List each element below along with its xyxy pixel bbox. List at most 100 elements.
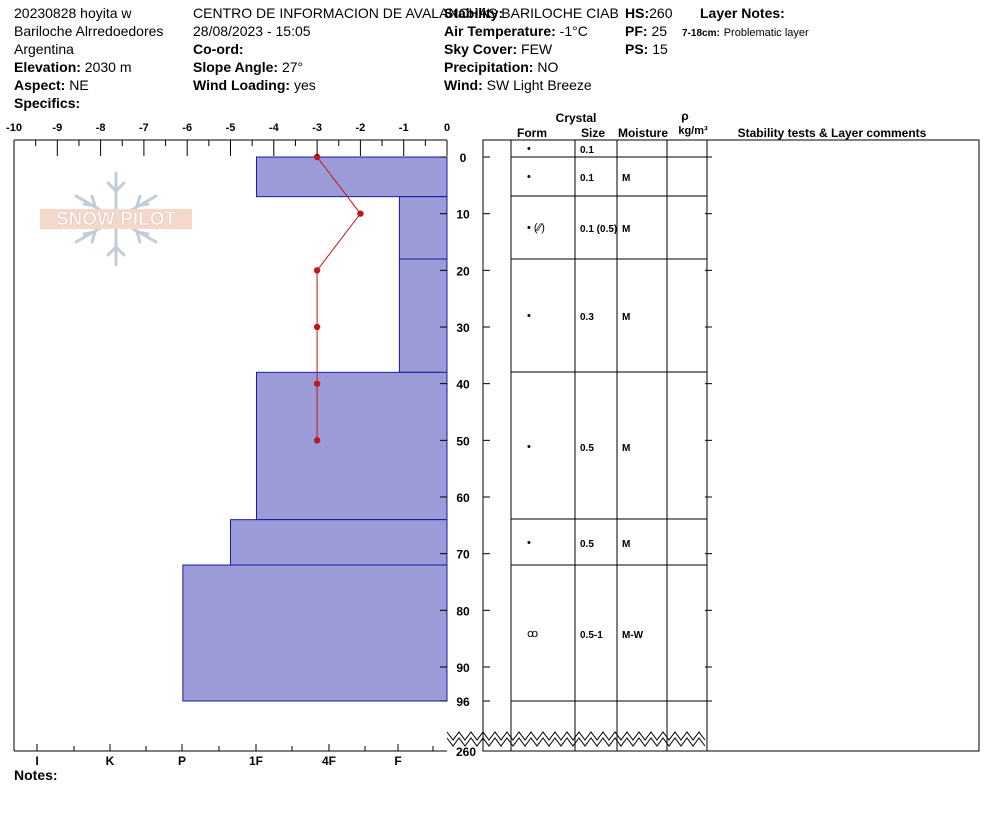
- hs-value: 260: [649, 5, 673, 21]
- hardness-bar: [255, 371, 448, 521]
- depth-tick-label: 10: [456, 208, 470, 222]
- layer-form: •: [527, 537, 531, 549]
- aspect-value: NE: [69, 77, 89, 93]
- profile-name: 20230828 hoyita w: [14, 5, 132, 21]
- wind-loading-label: Wind Loading:: [193, 77, 291, 93]
- temp-tick-label: -5: [226, 122, 236, 134]
- temp-tick-label: -7: [139, 122, 149, 134]
- temperature-line: [316, 156, 362, 441]
- temp-tick-label: 0: [444, 122, 450, 134]
- snowpilot-logo: SNOW PILOT: [40, 171, 192, 267]
- country: Argentina: [14, 41, 74, 57]
- stability-label: Stability:: [444, 5, 504, 21]
- sky-cover: Sky Cover: FEW: [444, 41, 552, 57]
- layer-size: 0.1 (0.5): [580, 224, 617, 235]
- wind-value: SW Light Breeze: [486, 77, 592, 93]
- col-crystal: Crystal: [556, 111, 597, 125]
- depth-tick-label: 60: [456, 491, 470, 505]
- precip-label: Precipitation:: [444, 59, 534, 75]
- wind-loading: Wind Loading: yes: [193, 77, 316, 93]
- temperature-point: [313, 380, 321, 387]
- hardness-bar: [255, 156, 448, 198]
- hardness-bar: [230, 519, 448, 566]
- wind-label: Wind:: [444, 77, 483, 93]
- layer-size: 0.5: [580, 443, 594, 454]
- sky-cover-value: FEW: [521, 41, 553, 57]
- precip-value: NO: [537, 59, 559, 75]
- location: Bariloche Alrredoedores: [14, 23, 164, 39]
- air-temperature: Air Temperature: -1°C: [444, 23, 588, 39]
- hardness-bar: [398, 196, 448, 260]
- slope-label: Slope Angle:: [193, 59, 279, 75]
- col-density-unit: kg/m³: [678, 125, 708, 137]
- temperature-profile: [313, 153, 364, 444]
- layer-form: •: [527, 441, 531, 453]
- depth-tick-label: 70: [456, 548, 470, 562]
- hs: HS:260: [625, 5, 672, 21]
- slope-value: 27°: [281, 59, 304, 75]
- layer-note-entry: 7-18cm: Problematic layer: [682, 23, 809, 42]
- col-moisture: Moisture: [618, 126, 668, 140]
- layer-moisture: M: [622, 539, 630, 550]
- temp-tick-label: -8: [96, 122, 106, 134]
- ps-label: PS:: [625, 41, 649, 57]
- hs-label: HS:: [625, 5, 650, 21]
- zigzag-line: [446, 737, 706, 747]
- ps-value: 15: [652, 41, 668, 57]
- notes-label: Notes:: [14, 767, 58, 783]
- pf: PF: 25: [625, 23, 667, 39]
- hardness-axis: I K P 1F 4F F: [13, 744, 434, 768]
- hardness-layers: [182, 156, 448, 702]
- depth-axis: 0 10 20 30 40 50 60 70 80 90 96 260: [440, 151, 712, 759]
- hardness-tick-label: P: [178, 754, 186, 768]
- col-form: Form: [517, 126, 547, 140]
- hardness-tick-label: I: [35, 754, 38, 768]
- temperature-point: [313, 323, 321, 331]
- temp-tick-label: -9: [52, 122, 62, 134]
- layer-size: 0.3: [580, 312, 594, 323]
- depth-tick-label: 80: [456, 604, 470, 618]
- hardness-tick-label: 4F: [322, 754, 336, 768]
- layer-note-text: Problematic layer: [723, 27, 809, 39]
- hardness-tick-label: 1F: [249, 754, 263, 768]
- depth-tick-label: 20: [456, 264, 470, 278]
- slope-angle: Slope Angle: 27°: [193, 59, 303, 75]
- temp-tick-label: -10: [6, 122, 22, 134]
- temp-tick-label: -6: [182, 122, 192, 134]
- aspect: Aspect: NE: [14, 77, 89, 93]
- depth-bottom-label: 260: [456, 745, 476, 759]
- organization: CENTRO DE INFORMACION DE AVALANCHAS BARI…: [193, 5, 619, 21]
- depth-tick-label: 96: [456, 695, 470, 709]
- layer-table-rows: • 0.1 • 0.1 M • (⁄⁄) 0.1 (0.5) M • 0.3 M • 0.5 M • 0.5 M…: [511, 143, 707, 702]
- layer-form: •: [527, 143, 531, 155]
- hardness-bar: [182, 564, 448, 702]
- col-rho: ρ: [681, 109, 688, 123]
- layer-size: 0.5-1: [580, 630, 603, 641]
- temperature-point: [313, 153, 321, 161]
- pf-label: PF:: [625, 23, 648, 39]
- layer-moisture: M: [622, 312, 630, 323]
- depth-tick-label: 50: [456, 434, 470, 448]
- layer-table-frame: [482, 139, 980, 752]
- elevation-value: 2030 m: [84, 59, 132, 75]
- temperature-point: [357, 210, 364, 217]
- layer-note-range: 7-18cm:: [682, 28, 720, 39]
- hardness-bar: [398, 258, 448, 373]
- logo-band: [40, 209, 192, 229]
- zigzag-line: [446, 731, 706, 741]
- wind: Wind: SW Light Breeze: [444, 77, 592, 93]
- depth-tick-label: 40: [456, 378, 470, 392]
- depth-tick-label: 0: [460, 151, 467, 165]
- ps: PS: 15: [625, 41, 668, 57]
- layer-moisture: M-W: [622, 630, 644, 641]
- elevation-label: Elevation:: [14, 59, 81, 75]
- layer-form: •: [527, 171, 531, 183]
- date-time: 28/08/2023 - 15:05: [193, 23, 311, 39]
- layer-size: 0.1: [580, 173, 594, 184]
- temperature-axis: -10 -9 -8 -7 -6 -5 -4 -3 -2 -1 0: [6, 122, 450, 156]
- layer-notes-title: Layer Notes:: [700, 5, 785, 21]
- depth-break-zigzag: [446, 731, 706, 747]
- temp-tick-label: -1: [399, 122, 409, 134]
- temp-tick-label: -3: [312, 122, 322, 134]
